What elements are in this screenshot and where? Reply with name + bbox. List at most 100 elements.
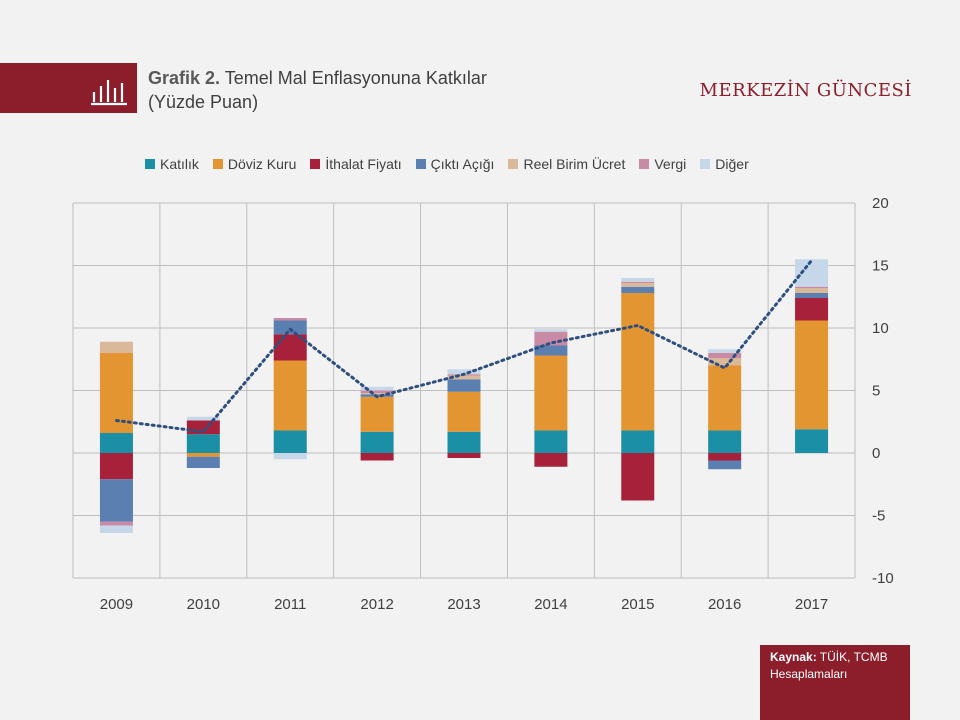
source-label: Kaynak: [770, 650, 817, 664]
bar-segment [273, 318, 307, 321]
bar-segment [795, 293, 829, 298]
y-tick-label: 15 [872, 258, 889, 275]
legend-item: Vergi [639, 156, 686, 172]
bar-segment [621, 430, 655, 453]
legend-swatch [415, 159, 426, 169]
source-box: Kaynak: TÜİK, TCMB Hesaplamaları [760, 645, 910, 720]
x-tick-label: 2014 [534, 596, 567, 613]
legend-item: Diğer [700, 156, 749, 172]
bar-segment [360, 386, 394, 391]
bar-segment [273, 430, 307, 453]
bar-segment [99, 525, 133, 533]
chart-title: Grafik 2. Temel Mal Enflasyonuna Katkıla… [148, 66, 487, 114]
x-tick-label: 2016 [708, 596, 741, 613]
y-tick-label: -5 [872, 508, 885, 525]
total-line [114, 259, 814, 434]
bar-segment [360, 453, 394, 461]
bar-segment [708, 349, 742, 353]
bar-segment [447, 431, 481, 453]
x-tick-label: 2017 [795, 596, 828, 613]
bar-segment [795, 429, 829, 453]
bar-segment [447, 379, 481, 392]
legend-swatch [212, 159, 223, 169]
legend-label: Katılık [160, 156, 199, 172]
x-tick-label: 2009 [100, 596, 133, 613]
bar-segment [273, 453, 307, 460]
bar-segment [360, 431, 394, 453]
x-tick-label: 2015 [621, 596, 654, 613]
bar-segment [360, 396, 394, 432]
legend-swatch [310, 159, 321, 169]
bar-segment [360, 393, 394, 395]
bar-segment [186, 420, 220, 435]
bar-chart-icon [91, 80, 127, 106]
legend-item: Reel Birim Ücret [508, 156, 625, 172]
bar-segment [795, 286, 829, 288]
bar-segment [621, 453, 655, 501]
bar-segment [708, 365, 742, 431]
y-tick-label: 20 [872, 195, 889, 212]
bar-segment [99, 479, 133, 522]
x-tick-label: 2012 [360, 596, 393, 613]
legend-swatch [145, 159, 155, 169]
bar-segment [186, 453, 220, 457]
bar-segment [795, 259, 829, 287]
chart-title-bold: Grafik 2. [148, 68, 221, 88]
bar-segment [621, 278, 655, 282]
x-tick-label: 2010 [187, 596, 220, 613]
bar-segment [447, 391, 481, 432]
bar-segment [360, 390, 394, 393]
legend-label: Diğer [715, 156, 749, 172]
bar-segment [708, 460, 742, 470]
legend-item: İthalat Fiyatı [310, 156, 402, 172]
source-text: TÜİK, TCMB Hesaplamaları [770, 650, 888, 681]
y-tick-label: 10 [872, 320, 889, 337]
brand-logo-text: MERKEZİN GÜNCESİ [699, 80, 912, 101]
legend-item: Döviz Kuru [212, 156, 297, 172]
chart-legend: Katılık Döviz Kuru İthalat Fiyatı Çıktı Açı… [145, 156, 749, 172]
bar-segment [186, 416, 220, 421]
bar-segment [708, 453, 742, 461]
legend-label: İthalat Fiyatı [325, 156, 402, 172]
bar-segment [795, 320, 829, 430]
bar-segment [186, 456, 220, 468]
bar-segment [99, 433, 133, 453]
bar-segment [447, 375, 481, 380]
bar-segment [621, 293, 655, 431]
bar-segment [708, 353, 742, 358]
bar-segment [534, 331, 568, 346]
legend-swatch [639, 159, 650, 169]
bar-segment [621, 283, 655, 287]
bar-segment [99, 341, 133, 353]
bar-segment [534, 329, 568, 332]
bar-segment [99, 453, 133, 480]
bar-segment [795, 298, 829, 321]
bar-segment [534, 453, 568, 467]
bar-segment [186, 434, 220, 453]
bar-segment [273, 360, 307, 431]
y-tick-label: -10 [872, 570, 894, 587]
bar-segment [534, 430, 568, 453]
legend-item: Katılık [145, 156, 199, 172]
bar-segment [534, 345, 568, 356]
bar-segment [795, 288, 829, 293]
bar-segment [621, 286, 655, 293]
bar-segment [99, 521, 133, 526]
bar-segment [273, 320, 307, 335]
bar-segment [447, 369, 481, 375]
legend-label: Vergi [654, 156, 687, 172]
chart-subtitle: (Yüzde Puan) [148, 92, 259, 112]
legend-label: Reel Birim Ücret [523, 156, 626, 172]
bar-segment [447, 453, 481, 458]
bar-segment [621, 281, 655, 283]
legend-swatch [508, 159, 519, 169]
bar-segment [708, 358, 742, 366]
legend-swatch [700, 159, 711, 169]
bar-segment [534, 355, 568, 431]
x-tick-label: 2011 [274, 596, 306, 613]
x-tick-label: 2013 [447, 596, 480, 613]
bar-segment [708, 430, 742, 453]
legend-label: Döviz Kuru [227, 156, 297, 172]
y-tick-label: 0 [872, 445, 880, 462]
